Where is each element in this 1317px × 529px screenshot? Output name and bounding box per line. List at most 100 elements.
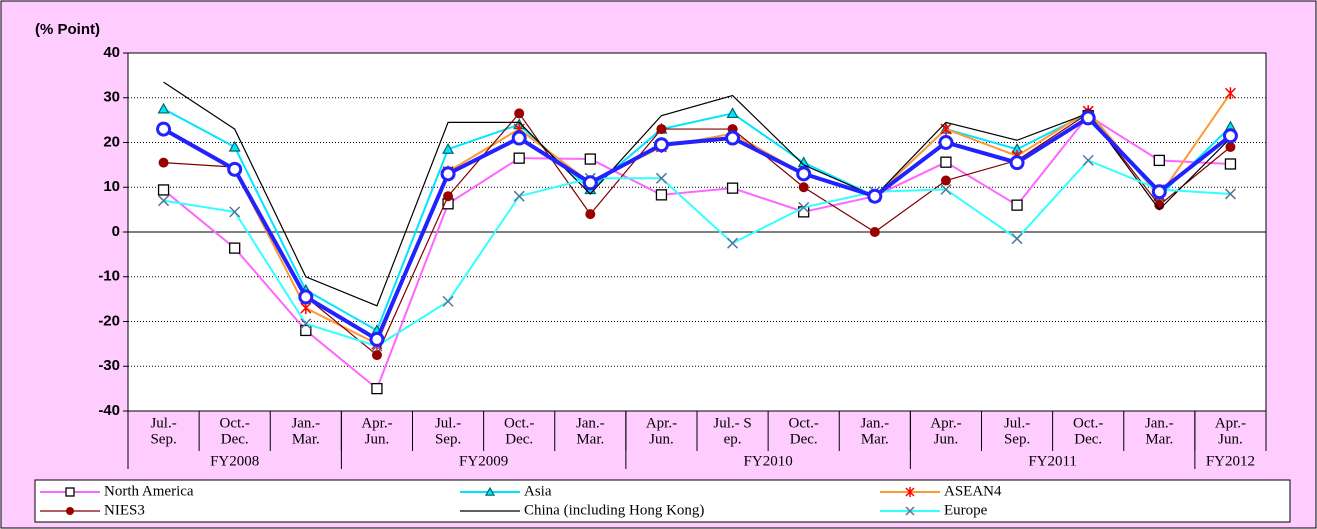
x-tick-label: Jun. — [934, 431, 959, 447]
marker — [1153, 154, 1165, 167]
series-line — [162, 115, 1232, 343]
marker — [1082, 154, 1094, 166]
marker — [905, 506, 915, 516]
marker — [229, 242, 241, 254]
marker — [940, 156, 952, 168]
x-tick-label: Oct.- — [1073, 415, 1103, 431]
x-tick-label: Sep. — [1004, 431, 1030, 447]
x-tick-label: Jul.- S — [713, 415, 751, 431]
x-tick-label: Oct.- — [504, 415, 534, 431]
x-tick-label: Mar. — [861, 431, 889, 447]
marker — [371, 350, 382, 361]
group-label: FY2011 — [1028, 453, 1077, 469]
marker — [726, 182, 739, 194]
marker — [727, 237, 739, 249]
series-line — [162, 114, 1231, 391]
x-tick-label: Dec. — [221, 431, 249, 447]
marker — [584, 153, 596, 165]
marker — [511, 130, 527, 146]
legend — [34, 479, 1291, 523]
marker — [585, 209, 596, 220]
marker — [298, 289, 314, 305]
y-tick-label: 20 — [103, 133, 120, 150]
x-tick-label: Apr.- — [646, 415, 677, 431]
legend-label: Europe — [944, 502, 988, 518]
marker — [1009, 155, 1025, 171]
x-tick-label: Mar. — [576, 431, 604, 447]
marker — [940, 183, 952, 196]
x-tick-label: Sep. — [150, 431, 176, 447]
x-tick-label: Apr.- — [1215, 415, 1246, 431]
marker — [1080, 110, 1096, 126]
marker — [369, 331, 385, 347]
marker — [656, 124, 667, 135]
group-label: FY2008 — [210, 453, 259, 469]
group-label: FY2009 — [459, 453, 508, 469]
marker — [513, 152, 525, 164]
marker — [940, 175, 951, 186]
x-tick-label: Jun. — [1218, 431, 1243, 447]
marker — [157, 184, 170, 196]
x-tick-label: Mar. — [1145, 431, 1173, 447]
x-tick-label: Jul.- — [435, 415, 461, 431]
marker — [229, 206, 241, 218]
series-line — [163, 112, 1231, 357]
series-line — [163, 108, 1232, 332]
marker — [228, 140, 241, 152]
x-tick-label: Dec. — [505, 431, 533, 447]
marker — [1222, 128, 1238, 144]
marker — [442, 142, 455, 154]
x-tick-label: Jun. — [365, 431, 390, 447]
marker — [371, 382, 383, 395]
marker — [300, 318, 312, 330]
marker — [514, 108, 525, 119]
marker — [1011, 233, 1023, 245]
y-tick-label: 10 — [103, 178, 120, 195]
x-tick-label: Dec. — [1074, 431, 1102, 447]
y-tick-label: 0 — [112, 223, 120, 240]
x-tick-label: ep. — [724, 431, 742, 447]
y-tick-label: -20 — [98, 312, 120, 329]
series-line — [163, 81, 1231, 307]
marker — [156, 121, 172, 137]
group-label: FY2010 — [744, 453, 793, 469]
marker — [227, 161, 243, 177]
x-tick-label: Jan.- — [1145, 415, 1174, 431]
marker — [300, 324, 312, 337]
y-tick-label: 40 — [103, 44, 120, 61]
y-tick-label: -40 — [98, 402, 120, 419]
marker — [869, 227, 880, 237]
series-line — [163, 159, 1231, 348]
x-tick-label: Jul.- — [150, 415, 176, 431]
marker — [1225, 141, 1236, 152]
legend-label: ASEAN4 — [944, 483, 1002, 499]
marker — [798, 182, 809, 193]
marker — [66, 507, 74, 515]
x-tick-label: Jan.- — [860, 415, 889, 431]
legend-label: China (including Hong Kong) — [524, 502, 704, 518]
x-tick-label: Oct.- — [788, 415, 818, 431]
x-tick-label: Sep. — [435, 431, 461, 447]
marker — [158, 195, 170, 207]
y-axis-label: (% Point) — [35, 21, 100, 38]
x-tick-label: Jun. — [649, 431, 674, 447]
marker — [726, 107, 739, 119]
x-tick-label: Dec. — [790, 431, 818, 447]
y-tick-label: -10 — [98, 268, 120, 285]
marker — [798, 201, 810, 213]
marker — [655, 189, 668, 201]
marker — [796, 166, 812, 182]
marker — [582, 175, 598, 191]
marker — [725, 130, 741, 146]
x-tick-label: Jan.- — [291, 415, 320, 431]
marker — [1224, 158, 1237, 170]
legend-label: North America — [104, 483, 194, 499]
marker — [655, 172, 667, 184]
group-label: FY2012 — [1206, 453, 1255, 469]
legend-label: NIES3 — [104, 502, 145, 518]
x-tick-label: Jul.- — [1004, 415, 1030, 431]
marker — [653, 137, 669, 153]
marker — [443, 191, 454, 202]
marker — [157, 102, 170, 114]
